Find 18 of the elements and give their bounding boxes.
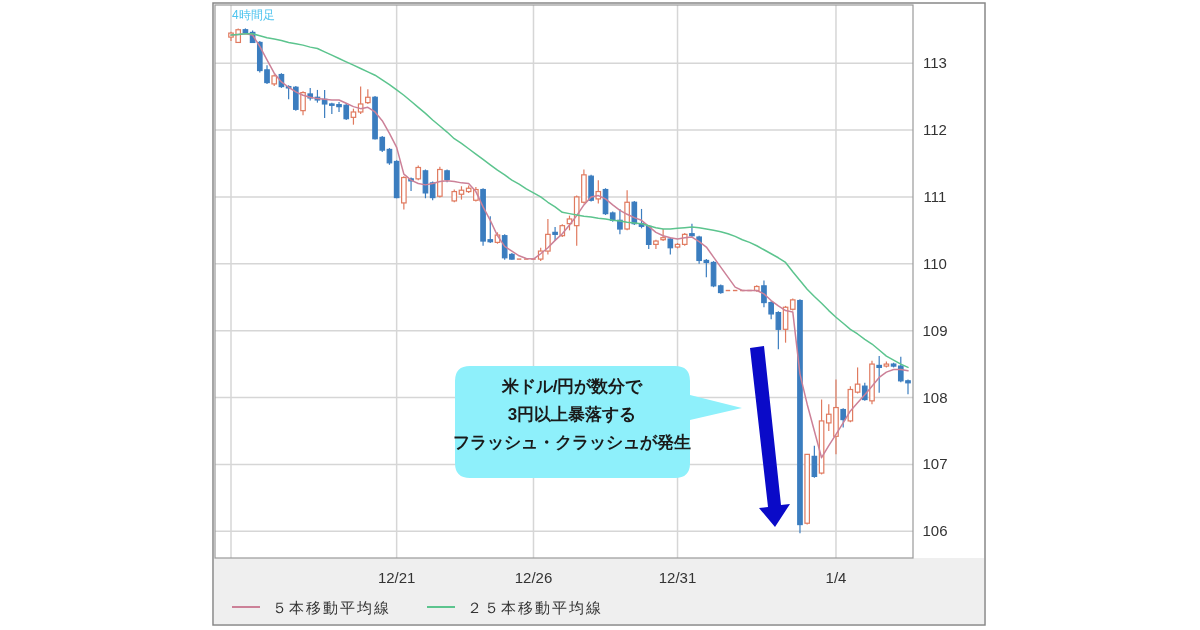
annotation: 4時間足 [232,8,275,22]
y-tick-label: 111 [923,187,947,205]
annotation: 3円以上暴落する [507,405,637,424]
x-tick-label: 12/31 [658,569,697,586]
annotation: フラッシュ・クラッシュが発生 [453,433,691,452]
y-tick-label: 113 [923,54,947,72]
y-tick-label: 109 [922,321,948,339]
legend-label: ２５本移動平均線 [467,599,603,616]
x-tick-label: 12/26 [514,569,553,586]
y-tick-label: 108 [922,388,948,406]
y-tick-label: 112 [923,121,947,139]
x-tick-label: 1/4 [825,569,847,586]
y-tick-label: 110 [923,254,947,272]
annotation: 米ドル/円が数分で [500,377,644,396]
x-tick-label: 12/21 [377,569,416,586]
y-tick-label: 107 [922,455,948,473]
legend-label: ５本移動平均線 [272,599,391,616]
y-tick-label: 106 [922,522,948,540]
